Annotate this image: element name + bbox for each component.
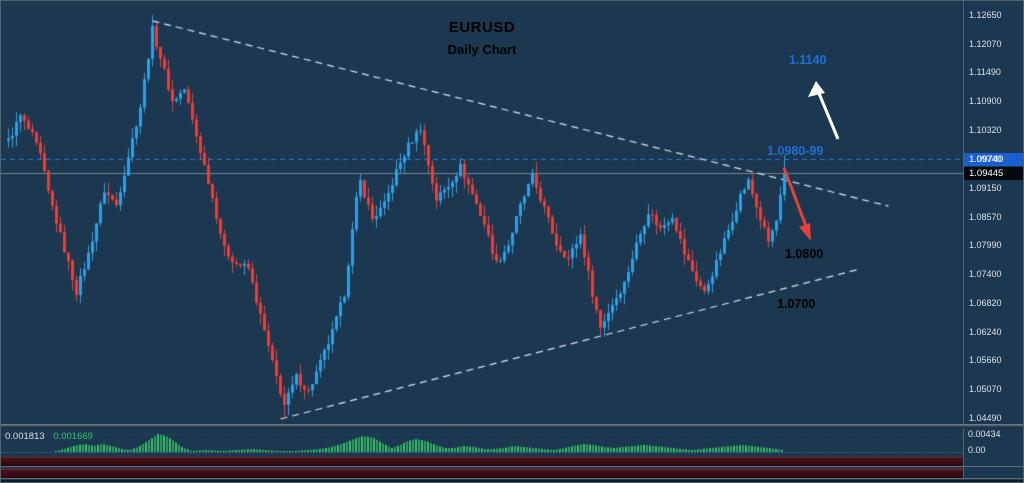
window-bottom-edge [1,480,1023,482]
current-price-badge: 1.09445 [964,167,1023,181]
price-tick: 1.11490 [969,67,1001,78]
price-tick: 1.07990 [969,240,1002,251]
indicator-scale-zero: 0.00 [968,445,986,455]
price-tick: 1.04490 [969,413,1002,423]
resistance-zone-label: 1.0980-99 [767,144,824,158]
price-tick: 1.10320 [969,125,1002,136]
pane-divider[interactable] [1,424,1023,428]
bullish-arrow-icon [808,81,840,140]
price-tick: 1.05660 [969,355,1002,366]
downside-target-label: 1.0800 [785,247,824,261]
chart-title-block: EURUSD Daily Chart [392,19,572,57]
support-level-label: 1.0700 [777,297,816,311]
chart-symbol-title: EURUSD [448,19,516,36]
price-tick: 1.09150 [969,182,1002,193]
indicator-scale-top: 0.00434 [968,429,1001,439]
pane-divider[interactable] [1,478,1023,480]
bearish-arrow-icon [782,167,811,241]
indicator-strip-pane[interactable] [1,469,963,478]
indicator-value-signal: 0.001669 [53,431,93,442]
price-tick: 1.07400 [969,269,1002,280]
indicator-values: 0.001813 0.001669 [5,431,93,442]
chart-timeframe-subtitle: Daily Chart [447,42,517,57]
price-tick: 1.06240 [969,326,1002,337]
resistance-price-badge: 1.09740 [964,152,1023,166]
pane-divider[interactable] [1,466,1023,468]
upside-target-label: 1.1140 [789,53,827,67]
price-axis[interactable]: 1.09740 1.09445 1.12650 1.12070 1.11490 1.1… [963,1,1023,482]
price-tick: 1.10900 [969,96,1002,107]
price-tick: 1.12070 [969,38,1002,49]
price-tick: 1.09740 [969,153,1002,164]
price-tick: 1.08570 [969,211,1002,222]
indicator-strip-pane[interactable] [1,457,963,466]
price-tick: 1.06820 [969,297,1002,308]
price-tick: 1.12650 [969,10,1002,20]
indicator-value-main: 0.001813 [5,431,45,442]
price-tick: 1.05070 [969,384,1002,395]
